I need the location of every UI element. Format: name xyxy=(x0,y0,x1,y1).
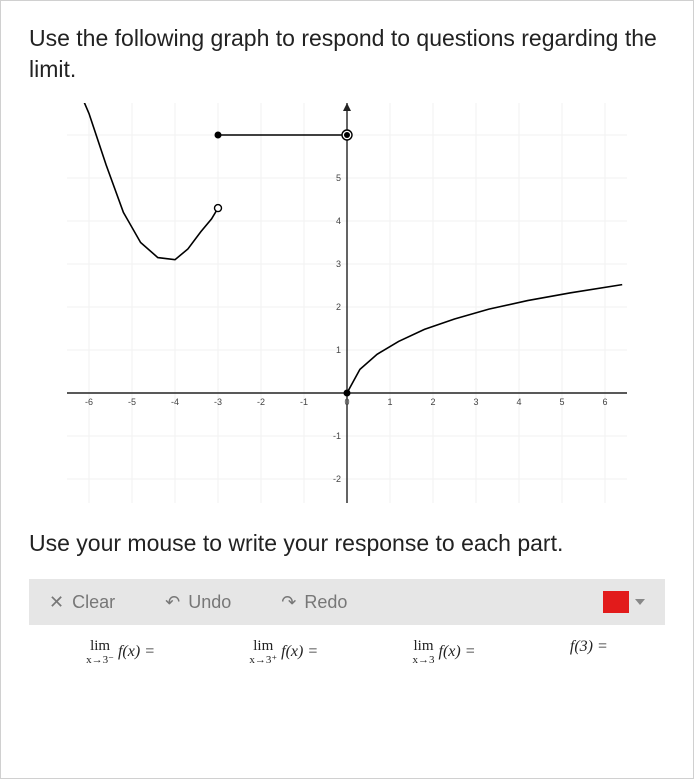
svg-text:4: 4 xyxy=(516,397,521,407)
chart-container: -6 -5 -4 -3 -2 -1 0 1 2 3 4 5 6 -2 -1 1 2 3 4 5 xyxy=(29,103,665,508)
prompt-two-sided-limit[interactable]: lim x→3 f(x) = xyxy=(413,639,476,666)
svg-text:5: 5 xyxy=(336,173,341,183)
svg-text:2: 2 xyxy=(430,397,435,407)
lim-fx: f(x) = xyxy=(439,643,476,660)
lim-fx: f(3) = xyxy=(570,638,608,655)
instruction-text: Use your mouse to write your response to… xyxy=(29,528,665,559)
svg-text:3: 3 xyxy=(473,397,478,407)
lim-label: lim xyxy=(249,639,277,654)
prompt-left-limit[interactable]: lim x→3⁻ f(x) = xyxy=(86,639,155,666)
svg-text:5: 5 xyxy=(559,397,564,407)
prompt-f-of-3[interactable]: f(3) = xyxy=(570,639,608,666)
drawing-toolbar: ✕ Clear ↶ Undo ↷ Redo xyxy=(29,579,665,625)
chart-canvas: -6 -5 -4 -3 -2 -1 0 1 2 3 4 5 6 -2 -1 1 2 3 4 5 xyxy=(67,103,627,508)
page: Use the following graph to respond to qu… xyxy=(0,0,694,779)
limit-graph: -6 -5 -4 -3 -2 -1 0 1 2 3 4 5 6 -2 -1 1 2 3 4 5 xyxy=(67,103,627,503)
svg-text:4: 4 xyxy=(336,216,341,226)
svg-text:-1: -1 xyxy=(300,397,308,407)
color-swatch xyxy=(603,591,629,613)
clear-label: Clear xyxy=(72,592,115,613)
redo-label: Redo xyxy=(304,592,347,613)
lim-sub: x→3 xyxy=(413,655,435,666)
color-picker[interactable] xyxy=(603,591,645,613)
lim-sub: x→3⁻ xyxy=(86,655,114,666)
svg-text:2: 2 xyxy=(336,302,341,312)
chevron-down-icon xyxy=(635,599,645,605)
svg-text:6: 6 xyxy=(602,397,607,407)
svg-text:1: 1 xyxy=(387,397,392,407)
svg-text:0: 0 xyxy=(344,397,349,407)
undo-label: Undo xyxy=(188,592,231,613)
svg-text:-5: -5 xyxy=(128,397,136,407)
clear-button[interactable]: ✕ Clear xyxy=(49,592,115,613)
svg-text:-2: -2 xyxy=(333,474,341,484)
lim-label: lim xyxy=(413,639,435,654)
lim-label: lim xyxy=(86,639,114,654)
svg-text:1: 1 xyxy=(336,345,341,355)
prompt-right-limit[interactable]: lim x→3⁺ f(x) = xyxy=(249,639,318,666)
lim-fx: f(x) = xyxy=(281,643,318,660)
svg-text:-6: -6 xyxy=(85,397,93,407)
svg-text:-1: -1 xyxy=(333,431,341,441)
undo-icon: ↶ xyxy=(165,592,180,613)
svg-text:-2: -2 xyxy=(257,397,265,407)
close-icon: ✕ xyxy=(49,592,64,613)
prompt-row: lim x→3⁻ f(x) = lim x→3⁺ f(x) = lim x→3 … xyxy=(29,625,665,676)
intro-text: Use the following graph to respond to qu… xyxy=(29,23,665,85)
lim-sub: x→3⁺ xyxy=(249,655,277,666)
svg-text:3: 3 xyxy=(336,259,341,269)
undo-button[interactable]: ↶ Undo xyxy=(165,592,231,613)
lim-fx: f(x) = xyxy=(118,643,155,660)
svg-text:-4: -4 xyxy=(171,397,179,407)
svg-text:-3: -3 xyxy=(214,397,222,407)
redo-icon: ↷ xyxy=(281,592,296,613)
redo-button[interactable]: ↷ Redo xyxy=(281,592,347,613)
